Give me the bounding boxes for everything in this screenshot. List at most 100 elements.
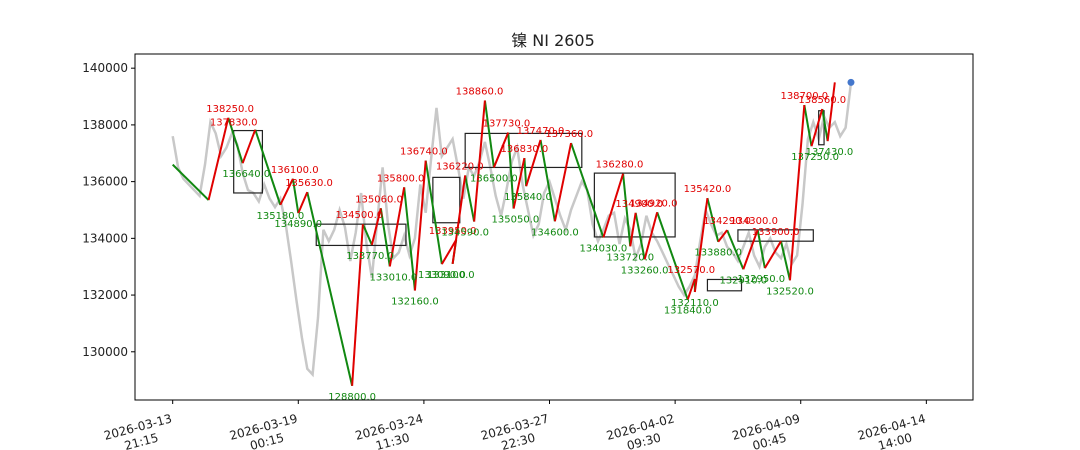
pivot-zone-box [233,129,264,194]
x-tick-label: 2026-03-1321:15 [102,411,173,450]
price-line [171,82,853,378]
low-point-label: 134890.0 [274,219,322,230]
y-tick-label: 134000 [82,231,128,245]
high-point-label: 138860.0 [456,87,504,98]
high-point-label: 134900.0 [615,199,663,210]
pivot-zone-box [706,278,743,292]
up-stroke-segment [279,178,294,206]
high-point-label: 137470.0 [517,126,565,137]
high-point-label: 136100.0 [271,165,319,176]
down-stroke-segment [706,197,720,242]
down-stroke-segment [507,132,515,209]
y-tick-label: 136000 [82,175,128,189]
down-stroke-segment [306,191,354,387]
high-point-label: 135060.0 [355,194,403,205]
low-point-label: 133260.0 [621,265,669,276]
down-stroke-segment [726,229,745,270]
high-point-label: 137730.0 [483,119,531,130]
y-axis: 130000 132000 134000 136000 138000 140000 [82,61,135,359]
y-tick-label: 140000 [82,61,128,75]
low-point-label: 136640.0 [222,169,270,180]
up-stroke-segment [297,191,309,214]
high-point-label: 132570.0 [667,265,715,276]
up-stroke-segment [810,108,824,147]
high-point-label: 135630.0 [285,178,333,189]
down-stroke-segment [656,211,689,300]
plot-frame [134,53,974,401]
up-stroke-segment [370,208,382,246]
down-stroke-segment [780,240,791,281]
up-stroke-segment [763,240,782,269]
up-stroke-segment [693,197,709,293]
high-point-label: 133950.0 [429,226,477,237]
down-stroke-segment [634,212,646,260]
low-point-label: 135180.0 [256,211,304,222]
low-point-label: 133770.0 [346,251,394,262]
down-stroke-segment [756,229,766,269]
low-point-label: 134590.0 [441,228,489,239]
up-stroke-segment [512,157,526,209]
low-point-label: 133880.0 [694,248,742,259]
down-stroke-segment [254,129,282,206]
down-stroke-segment [361,223,373,246]
last-price-marker [847,78,855,86]
low-point-label: 136500.0 [470,173,518,184]
up-stroke-segment [717,229,728,243]
low-point-label: 135050.0 [492,215,540,226]
up-stroke-segment [686,278,696,300]
y-tick-label: 130000 [82,345,128,359]
low-point-label: 133090.0 [418,270,466,281]
up-stroke-segment [241,129,257,164]
low-point-label: 133100.0 [427,270,475,281]
low-point-label: 132950.0 [737,274,785,285]
up-stroke-segment [643,211,659,260]
high-point-label: 136220.0 [436,161,484,172]
low-point-label: 132520.0 [766,286,814,297]
down-stroke-segment [171,163,210,201]
high-point-label: 138700.0 [780,91,828,102]
y-tick-label: 132000 [82,288,128,302]
up-stroke-segment [451,175,467,265]
high-point-label: 134300.0 [730,216,778,227]
high-point-label: 134920.0 [630,198,678,209]
low-point-label: 134030.0 [579,243,627,254]
low-point-label: 137430.0 [806,147,854,158]
up-stroke-segment [473,100,486,222]
down-stroke-segment [523,158,528,187]
low-point-label: 133720.0 [606,252,654,263]
pivot-zone-box [737,229,814,242]
low-point-label: 137250.0 [791,152,839,163]
up-stroke-segment [742,229,759,270]
low-point-label: 132910.0 [719,275,767,286]
up-stroke-segment [492,132,510,168]
up-stroke-segment [351,224,364,386]
plot-area: 138250.0 137830.0 136640.0 136100.0 135630.0… [171,78,855,403]
up-stroke-segment [826,82,836,142]
chart-title: 镍 NI 2605 [511,31,595,50]
up-stroke-segment [553,142,573,222]
down-stroke-segment [622,173,632,247]
up-stroke-segment [602,173,625,238]
up-stroke-segment [207,117,230,201]
high-point-label: 136280.0 [596,160,644,171]
high-point-label: 136830.0 [501,144,549,155]
high-point-label: 138560.0 [798,95,846,106]
high-point-label: 137830.0 [210,118,258,129]
down-stroke-segment [291,178,300,214]
down-stroke-segment [403,187,416,291]
high-point-label: 134290.0 [703,216,751,227]
down-stroke-segment [803,104,813,147]
low-point-label: 132110.0 [671,298,719,309]
down-stroke-segment [379,208,391,267]
low-point-label: 134600.0 [531,227,579,238]
pivot-zone-box [593,172,676,238]
high-point-label: 135420.0 [684,184,732,195]
low-point-label: 128800.0 [328,392,376,403]
low-point-label: 133010.0 [370,272,418,283]
